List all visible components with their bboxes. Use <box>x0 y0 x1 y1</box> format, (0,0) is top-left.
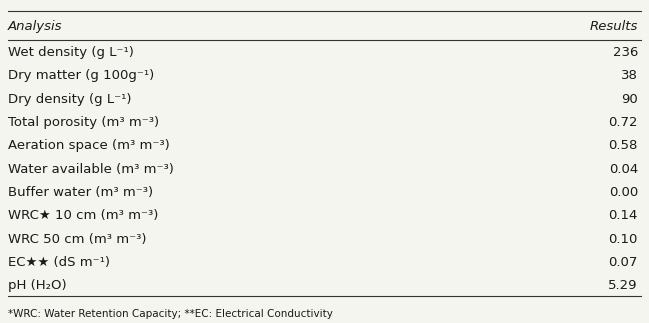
Text: Water available (m³ m⁻³): Water available (m³ m⁻³) <box>8 163 174 176</box>
Text: Buffer water (m³ m⁻³): Buffer water (m³ m⁻³) <box>8 186 153 199</box>
Text: 0.00: 0.00 <box>609 186 638 199</box>
Text: Total porosity (m³ m⁻³): Total porosity (m³ m⁻³) <box>8 116 159 129</box>
Text: *WRC: Water Retention Capacity; **EC: Electrical Conductivity: *WRC: Water Retention Capacity; **EC: El… <box>8 309 333 319</box>
Text: Analysis: Analysis <box>8 20 62 33</box>
Text: Results: Results <box>589 20 638 33</box>
Text: Dry density (g L⁻¹): Dry density (g L⁻¹) <box>8 93 131 106</box>
Text: 5.29: 5.29 <box>608 279 638 292</box>
Text: EC★★ (dS m⁻¹): EC★★ (dS m⁻¹) <box>8 256 110 269</box>
Text: pH (H₂O): pH (H₂O) <box>8 279 66 292</box>
Text: 38: 38 <box>621 69 638 82</box>
Text: Dry matter (g 100g⁻¹): Dry matter (g 100g⁻¹) <box>8 69 154 82</box>
Text: Wet density (g L⁻¹): Wet density (g L⁻¹) <box>8 46 134 59</box>
Text: WRC 50 cm (m³ m⁻³): WRC 50 cm (m³ m⁻³) <box>8 233 147 245</box>
Text: 0.10: 0.10 <box>609 233 638 245</box>
Text: 0.72: 0.72 <box>608 116 638 129</box>
Text: 236: 236 <box>613 46 638 59</box>
Text: 0.14: 0.14 <box>609 209 638 222</box>
Text: 0.07: 0.07 <box>609 256 638 269</box>
Text: 90: 90 <box>621 93 638 106</box>
Text: 0.04: 0.04 <box>609 163 638 176</box>
Text: 0.58: 0.58 <box>609 139 638 152</box>
Text: Aeration space (m³ m⁻³): Aeration space (m³ m⁻³) <box>8 139 169 152</box>
Text: WRC★ 10 cm (m³ m⁻³): WRC★ 10 cm (m³ m⁻³) <box>8 209 158 222</box>
